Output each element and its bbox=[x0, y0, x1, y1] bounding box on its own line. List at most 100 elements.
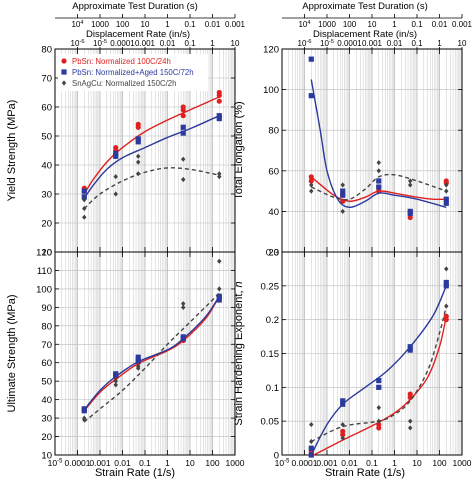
x-tick-label: 0.001 bbox=[316, 458, 338, 468]
y-tick-label: 70 bbox=[41, 74, 52, 85]
data-point bbox=[217, 171, 222, 177]
fit-line bbox=[310, 305, 447, 443]
data-point bbox=[216, 116, 222, 122]
duration-tick-label: 1000 bbox=[318, 20, 336, 29]
y-tick-label: 80 bbox=[41, 45, 52, 56]
x-tick-label-sup: -5 bbox=[284, 459, 290, 465]
legend: PbSn: Normalized 100C/24h PbSn: Normalize… bbox=[58, 54, 208, 91]
fit-line bbox=[310, 79, 447, 209]
duration-tick-label: 1000 bbox=[91, 20, 109, 29]
series-1 bbox=[81, 113, 222, 200]
data-point bbox=[376, 160, 381, 166]
top-axis-title-left: Approximate Test Duration (s) bbox=[72, 1, 198, 12]
data-point bbox=[217, 286, 222, 292]
y-tick-label: 40 bbox=[268, 207, 279, 218]
data-point bbox=[443, 279, 449, 286]
y-tick-label: 120 bbox=[263, 45, 279, 56]
x-tick-label: 0.0001 bbox=[292, 458, 318, 468]
data-point bbox=[135, 121, 141, 127]
x-tick-label: 1 bbox=[165, 458, 170, 468]
series-2 bbox=[82, 153, 222, 220]
data-point bbox=[82, 205, 87, 212]
displacement-tick-label: 1 bbox=[437, 39, 442, 48]
x-tick-label: 1000 bbox=[453, 458, 472, 468]
series-1 bbox=[308, 279, 449, 458]
y-tick-label: 0.05 bbox=[261, 417, 280, 428]
data-point bbox=[136, 365, 141, 371]
data-point bbox=[81, 194, 87, 200]
data-point bbox=[408, 178, 413, 184]
data-point bbox=[407, 344, 413, 350]
displacement-tick-label: 10-5 bbox=[320, 39, 334, 48]
legend-marker bbox=[61, 58, 67, 64]
data-point bbox=[308, 56, 314, 62]
data-point bbox=[216, 297, 222, 303]
duration-tick-label: 0.1 bbox=[411, 20, 423, 29]
displacement-tick-label: 10-5 bbox=[93, 39, 107, 48]
data-point bbox=[376, 377, 382, 384]
legend-marker bbox=[61, 69, 67, 75]
duration-tick-label: 10 bbox=[368, 20, 377, 29]
data-point bbox=[340, 188, 346, 194]
data-point bbox=[113, 145, 119, 151]
data-point bbox=[376, 405, 381, 411]
series-0 bbox=[81, 89, 222, 195]
x-tick-label: 100 bbox=[432, 458, 446, 468]
top-axis-title-right: Approximate Test Duration (s) bbox=[302, 1, 428, 12]
data-point bbox=[135, 354, 141, 360]
data-point bbox=[308, 445, 314, 451]
x-tick-label: 0.01 bbox=[341, 458, 358, 468]
displacement-tick-label-sup: -6 bbox=[79, 39, 84, 45]
x-tick-label: 0.01 bbox=[114, 458, 131, 468]
y-tick-label: 0.1 bbox=[266, 383, 279, 394]
series-2 bbox=[309, 266, 449, 445]
y-tick-label: 0.25 bbox=[261, 281, 280, 292]
y-tick-label: 0.15 bbox=[261, 349, 280, 360]
data-point bbox=[444, 303, 449, 309]
duration-tick-label: 100 bbox=[343, 20, 357, 29]
data-point bbox=[376, 418, 381, 424]
data-point bbox=[376, 168, 381, 174]
data-point bbox=[408, 425, 413, 431]
x-tick-label: 10-5 bbox=[48, 458, 63, 468]
data-point bbox=[340, 435, 345, 441]
data-point bbox=[180, 104, 186, 110]
y-tick-label: 0 bbox=[274, 451, 279, 462]
fit-line bbox=[310, 173, 447, 201]
y-tick-label: 20 bbox=[41, 219, 52, 230]
data-point bbox=[217, 258, 222, 264]
data-point bbox=[443, 283, 449, 289]
data-point bbox=[408, 418, 413, 424]
data-point bbox=[308, 178, 314, 184]
data-point bbox=[135, 136, 141, 142]
duration-tick-label: 104 bbox=[71, 20, 83, 29]
y-axis-label: Total Elongation (%) bbox=[233, 101, 245, 199]
data-point bbox=[82, 197, 87, 203]
y-tick-label: 100 bbox=[263, 85, 279, 96]
data-point bbox=[113, 174, 118, 180]
data-point bbox=[82, 417, 87, 423]
data-point bbox=[444, 188, 449, 194]
data-point bbox=[180, 130, 186, 136]
data-point bbox=[443, 200, 449, 206]
displacement-tick-label-sup: -6 bbox=[306, 39, 311, 45]
duration-tick-label: 104 bbox=[298, 20, 310, 29]
x-tick-label: 1000 bbox=[226, 458, 245, 468]
data-point bbox=[181, 301, 186, 307]
legend-label: PbSn: Normalized 100C/24h bbox=[72, 57, 171, 66]
displacement-tick-label: 0.0001 bbox=[337, 39, 362, 48]
data-point bbox=[309, 438, 314, 445]
duration-tick-label: 0.01 bbox=[432, 20, 448, 29]
y-tick-label: 70 bbox=[41, 340, 52, 351]
y-tick-label: 50 bbox=[41, 132, 52, 143]
displacement-tick-label-sup: -5 bbox=[102, 39, 107, 45]
data-point bbox=[309, 182, 314, 188]
y-tick-label: 120 bbox=[36, 248, 52, 259]
y-tick-label: 80 bbox=[41, 321, 52, 332]
data-point bbox=[180, 124, 186, 130]
data-point bbox=[81, 188, 87, 194]
data-point bbox=[81, 406, 87, 412]
